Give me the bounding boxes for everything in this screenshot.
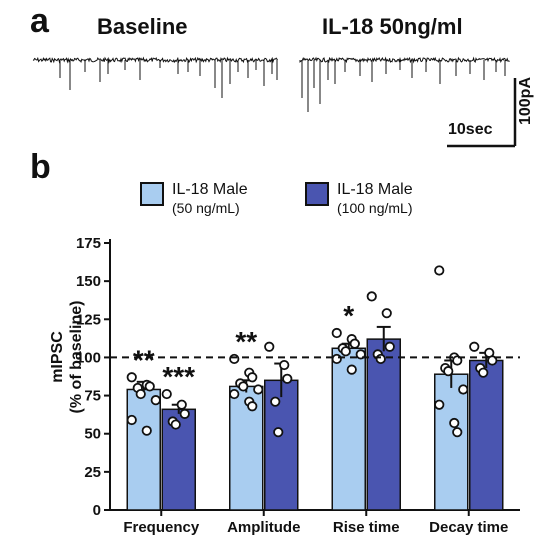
y-tick-label: 175	[76, 235, 101, 252]
panel-b-label: b	[30, 148, 51, 186]
data-point	[161, 388, 172, 400]
data-point	[443, 366, 454, 377]
data-point	[452, 427, 463, 438]
data-point	[279, 359, 290, 371]
data-point	[264, 341, 275, 352]
data-point	[331, 353, 342, 365]
data-point	[375, 353, 386, 365]
legend-item-50: IL-18 Male (50 ng/mL)	[140, 180, 248, 218]
baseline-label: Baseline	[97, 14, 188, 39]
x-tick-label: Rise time	[333, 519, 400, 536]
data-point	[247, 372, 258, 383]
data-point	[449, 417, 460, 429]
bar	[469, 359, 504, 511]
significance-marker: **	[235, 326, 257, 357]
x-tick-label: Amplitude	[227, 519, 300, 536]
x-tick-label: Decay time	[429, 519, 508, 536]
bar	[434, 373, 469, 511]
y-tick-label: 100	[76, 349, 101, 366]
legend-label-100: IL-18 Male	[337, 181, 413, 198]
y-tick-label: 125	[76, 311, 101, 328]
il18-condition-label: IL-18 50ng/ml	[322, 14, 463, 39]
data-point	[469, 341, 480, 352]
bar	[264, 379, 299, 511]
data-point	[331, 327, 342, 339]
bar	[126, 388, 161, 511]
y-tick-label: 25	[84, 464, 101, 481]
data-point	[270, 396, 281, 407]
data-point	[346, 364, 357, 375]
data-point	[340, 346, 351, 357]
y-tick-label: 0	[93, 502, 101, 519]
data-point	[458, 384, 469, 395]
data-point	[170, 419, 181, 430]
legend-swatch-100	[305, 182, 329, 206]
data-point	[135, 388, 146, 400]
significance-marker: ***	[162, 361, 195, 392]
legend-sub-100: (100 ng/mL)	[337, 200, 413, 216]
data-point	[349, 338, 360, 349]
legend-sub-50: (50 ng/mL)	[172, 200, 240, 216]
data-point	[366, 291, 377, 302]
data-point	[434, 399, 445, 410]
panel-a-label: a	[30, 2, 49, 40]
scale-bar-time-label: 10sec	[448, 121, 493, 138]
significance-marker: *	[343, 300, 354, 331]
x-tick-label: Frequency	[123, 519, 200, 536]
il18-trace	[299, 56, 510, 112]
y-tick-label: 50	[84, 426, 101, 443]
y-tick-label: 150	[76, 273, 101, 290]
data-point	[282, 373, 293, 384]
data-point	[247, 401, 258, 412]
data-point	[238, 381, 249, 392]
legend-item-100: IL-18 Male (100 ng/mL)	[305, 180, 413, 218]
data-point	[253, 384, 264, 395]
data-point	[126, 414, 137, 426]
data-point	[381, 308, 392, 319]
data-point	[229, 388, 240, 400]
data-point	[179, 408, 190, 419]
data-point	[176, 399, 187, 410]
y-tick-label: 75	[84, 388, 101, 405]
data-point	[434, 265, 445, 276]
data-point	[141, 425, 152, 436]
data-point	[150, 395, 161, 406]
data-point	[384, 341, 395, 352]
legend-label-50: IL-18 Male	[172, 181, 248, 198]
baseline-trace	[32, 56, 278, 98]
bar	[366, 338, 401, 511]
data-point	[144, 381, 155, 392]
significance-marker: **	[133, 344, 155, 375]
data-point	[126, 372, 137, 383]
legend-swatch-50	[140, 182, 164, 206]
data-point	[478, 367, 489, 378]
data-point	[273, 427, 284, 438]
